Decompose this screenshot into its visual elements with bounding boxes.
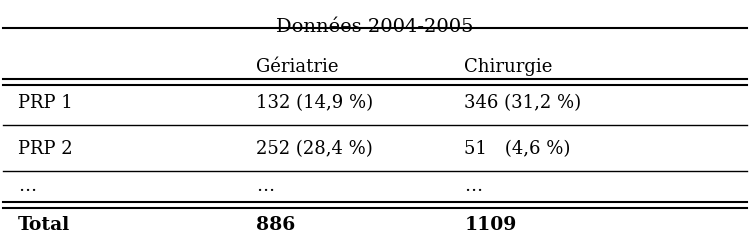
Text: …: … xyxy=(18,177,36,195)
Text: PRP 1: PRP 1 xyxy=(18,94,73,112)
Text: Total: Total xyxy=(18,216,70,234)
Text: 886: 886 xyxy=(256,216,296,234)
Text: 252 (28,4 %): 252 (28,4 %) xyxy=(256,140,373,158)
Text: Données 2004-2005: Données 2004-2005 xyxy=(276,18,474,36)
Text: …: … xyxy=(464,177,482,195)
Text: Gériatrie: Gériatrie xyxy=(256,58,338,76)
Text: 132 (14,9 %): 132 (14,9 %) xyxy=(256,94,373,112)
Text: Chirurgie: Chirurgie xyxy=(464,58,553,76)
Text: 51  (4,6 %): 51 (4,6 %) xyxy=(464,140,571,158)
Text: 346 (31,2 %): 346 (31,2 %) xyxy=(464,94,581,112)
Text: …: … xyxy=(256,177,274,195)
Text: PRP 2: PRP 2 xyxy=(18,140,72,158)
Text: 1109: 1109 xyxy=(464,216,517,234)
